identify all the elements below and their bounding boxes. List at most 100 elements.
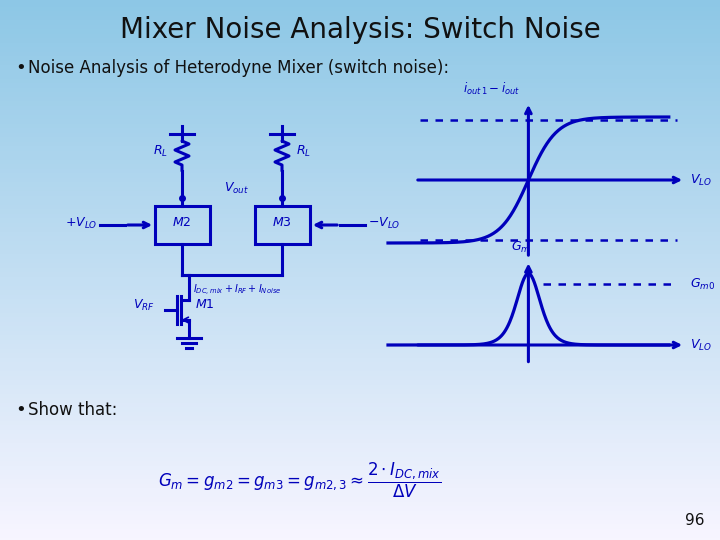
Bar [0,386,720,391]
Bar [0,251,720,256]
Bar [0,8,720,14]
Bar [0,341,720,347]
Bar [0,197,720,202]
Bar [0,125,720,131]
Text: $G_{m0}$: $G_{m0}$ [690,276,715,292]
Bar [0,444,720,450]
Text: $-V_{LO}$: $-V_{LO}$ [368,215,400,231]
Bar [0,431,720,436]
Bar [0,449,720,455]
Bar [0,422,720,428]
Text: $i_{out\,1}-i_{out}$: $i_{out\,1}-i_{out}$ [464,81,521,97]
Bar [0,152,720,158]
Bar [0,516,720,522]
Bar [0,120,720,126]
Bar [0,287,720,293]
Text: Noise Analysis of Heterodyne Mixer (switch noise):: Noise Analysis of Heterodyne Mixer (swit… [28,59,449,77]
Bar [0,381,720,387]
Text: $R_L$: $R_L$ [153,144,168,159]
Bar [0,292,720,297]
Bar [0,130,720,135]
Bar [0,219,720,225]
Bar [0,134,720,139]
Bar [0,481,720,486]
Bar [0,49,720,54]
Bar [0,71,720,77]
Text: 96: 96 [685,513,705,528]
Bar [0,26,720,31]
Bar [0,211,720,216]
Bar [0,174,720,180]
Bar [0,417,720,423]
Text: $V_{RF}$: $V_{RF}$ [133,298,155,313]
Bar [0,0,720,4]
Bar [0,336,720,342]
Bar [0,535,720,540]
Bar [0,503,720,509]
Bar [0,206,720,212]
Bar [0,107,720,112]
Bar [0,53,720,58]
Bar [0,323,720,328]
Bar [0,454,720,459]
Text: Show that:: Show that: [28,401,117,419]
Bar [0,373,720,378]
Bar [0,305,720,310]
Text: •: • [15,401,26,419]
Bar [0,157,720,162]
Bar [0,12,720,18]
Bar [0,57,720,63]
Bar [0,98,720,104]
Bar [0,147,720,153]
Text: $G_m$: $G_m$ [510,240,530,255]
Bar [255,206,310,244]
Text: $G_m = g_{m2} = g_{m3} = g_{m2,3} \approx \dfrac{2 \cdot I_{DC,mix}}{\Delta V}$: $G_m = g_{m2} = g_{m3} = g_{m2,3} \appro… [158,460,441,500]
Bar [0,489,720,495]
Bar [0,265,720,270]
Text: $I_{DC,mix}+I_{RF}+I_{Noise}$: $I_{DC,mix}+I_{RF}+I_{Noise}$ [193,283,282,298]
Bar [155,206,210,244]
Bar [0,314,720,320]
Bar [0,413,720,418]
Bar [0,395,720,401]
Bar [0,89,720,94]
Bar [0,161,720,166]
Text: $V_{out}$: $V_{out}$ [225,181,250,196]
Text: $R_L$: $R_L$ [296,144,311,159]
Bar [0,363,720,369]
Bar [0,273,720,279]
Bar [0,93,720,99]
Bar [0,377,720,382]
Bar [0,427,720,432]
Bar [0,17,720,23]
Bar [0,188,720,193]
Bar [0,246,720,252]
Bar [0,508,720,513]
Bar [0,512,720,517]
Bar [0,103,720,108]
Bar [0,440,720,445]
Bar [0,39,720,45]
Bar [0,224,720,230]
Text: $+V_{LO}$: $+V_{LO}$ [65,215,97,231]
Text: •: • [15,59,26,77]
Bar [0,300,720,306]
Bar [0,354,720,360]
Bar [0,111,720,117]
Bar [0,165,720,171]
Bar [0,242,720,247]
Bar [0,260,720,266]
Bar [0,346,720,351]
Bar [0,282,720,288]
Bar [0,62,720,68]
Bar [0,255,720,261]
Bar [0,84,720,90]
Bar [0,238,720,243]
Bar [0,458,720,463]
Bar [0,462,720,468]
Bar [0,404,720,409]
Bar [0,170,720,176]
Bar [0,44,720,50]
Bar [0,296,720,301]
Text: $V_{LO}$: $V_{LO}$ [690,172,712,187]
